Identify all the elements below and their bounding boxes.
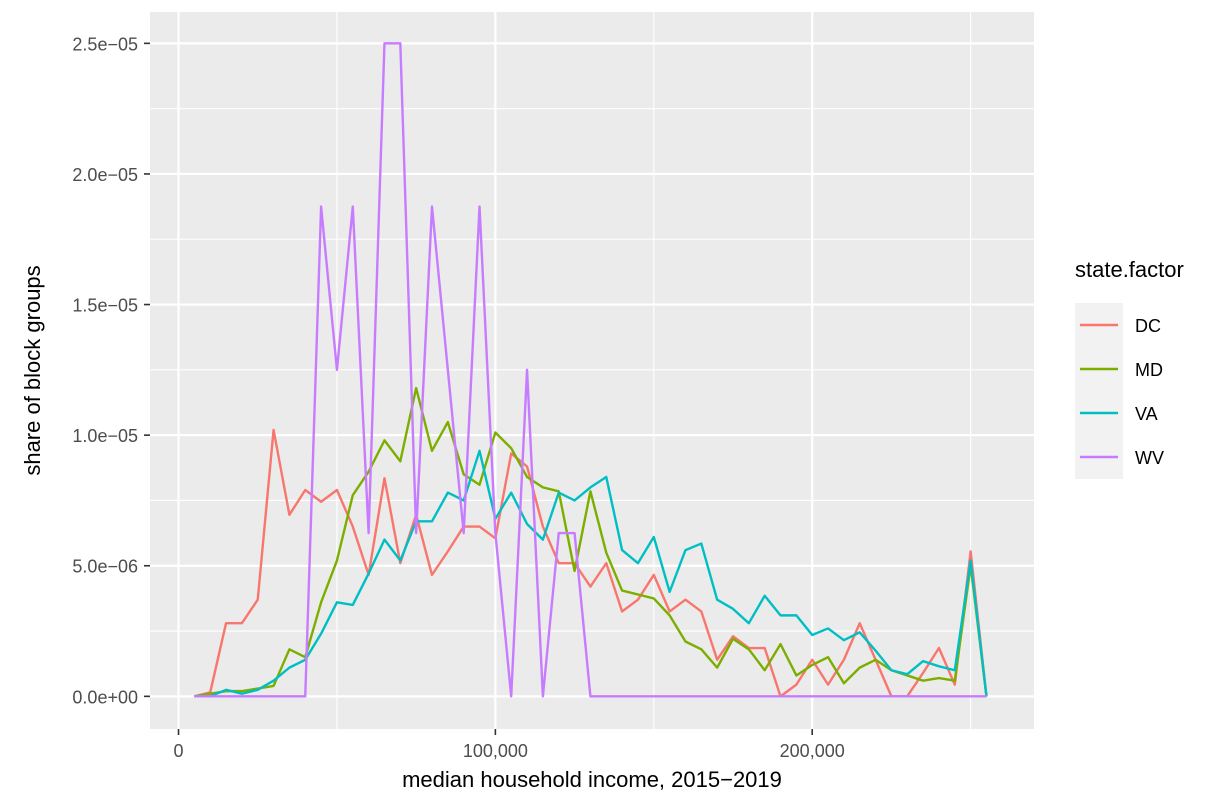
legend: state.factor DC MD VA WV <box>1075 257 1184 479</box>
series-line-md <box>194 386 988 698</box>
legend-title: state.factor <box>1075 257 1184 282</box>
series-layer <box>194 42 988 698</box>
x-axis-title: median household income, 2015−2019 <box>402 767 782 792</box>
y-axis: 0.0e+00 5.0e−06 1.0e−05 1.5e−05 2.0e−05 2.5e−… <box>72 34 150 707</box>
x-axis: 0 100,000 200,000 <box>174 729 845 761</box>
x-tick-label: 100,000 <box>463 741 528 761</box>
y-tick-label: 2.0e−05 <box>72 165 138 185</box>
plot-panel <box>150 12 1034 729</box>
legend-label-dc: DC <box>1135 316 1161 336</box>
legend-items: DC MD VA WV <box>1075 303 1164 479</box>
legend-label-va: VA <box>1135 404 1158 424</box>
series-line-wv <box>194 42 987 698</box>
y-tick-label: 2.5e−05 <box>72 34 138 54</box>
x-tick-label: 200,000 <box>780 741 845 761</box>
series-line-va <box>194 449 988 698</box>
y-tick-label: 1.5e−05 <box>72 296 138 316</box>
legend-label-md: MD <box>1135 360 1163 380</box>
y-axis-title: share of block groups <box>20 265 45 475</box>
y-tick-label: 5.0e−06 <box>72 557 138 577</box>
x-tick-label: 0 <box>174 741 184 761</box>
legend-label-wv: WV <box>1135 448 1164 468</box>
y-tick-label: 1.0e−05 <box>72 426 138 446</box>
y-tick-label: 0.0e+00 <box>72 687 138 707</box>
